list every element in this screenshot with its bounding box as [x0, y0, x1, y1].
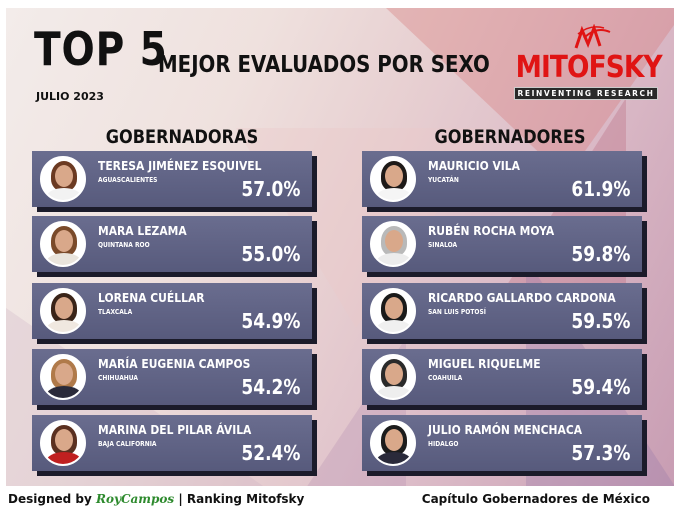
gobernadores-heading: GOBERNADORES — [434, 126, 586, 148]
logo-wordmark: MITOFSKY — [515, 50, 663, 85]
governor-state: SAN LUIS POTOSÍ — [428, 308, 486, 316]
governor-card: MARA LEZAMA QUINTANA ROO 55.0% — [32, 216, 312, 272]
governor-state: HIDALGO — [428, 440, 459, 448]
portrait-avatar — [40, 420, 86, 466]
portrait-avatar — [370, 420, 416, 466]
governor-name: MIGUEL RIQUELME — [428, 356, 541, 371]
gobernadoras-heading: GOBERNADORAS — [105, 126, 259, 148]
approval-percentage: 59.4% — [571, 375, 630, 399]
background-facet — [486, 98, 626, 318]
ranking-label: | Ranking Mitofsky — [178, 492, 305, 506]
portrait-avatar — [40, 354, 86, 400]
governor-card: JULIO RAMÓN MENCHACA HIDALGO 57.3% — [362, 415, 642, 471]
governor-card: MIGUEL RIQUELME COAHUILA 59.4% — [362, 349, 642, 405]
mitofsky-logo: MITOFSKY REINVENTING RESEARCH — [506, 24, 666, 104]
report-date: JULIO 2023 — [36, 90, 104, 103]
governor-card: TERESA JIMÉNEZ ESQUIVEL AGUASCALIENTES 57.… — [32, 151, 312, 207]
governor-state: CHIHUAHUA — [98, 374, 139, 382]
governor-state: YUCATÁN — [428, 176, 459, 184]
approval-percentage: 54.9% — [241, 309, 300, 333]
governor-card: MARINA DEL PILAR ÁVILA BAJA CALIFORNIA 52.… — [32, 415, 312, 471]
approval-percentage: 54.2% — [241, 375, 300, 399]
governor-state: COAHUILA — [428, 374, 463, 382]
footer-credits: Designed by RoyCampos | Ranking Mitofsky — [8, 492, 304, 506]
governor-name: MAURICIO VILA — [428, 158, 520, 173]
approval-percentage: 59.8% — [571, 242, 630, 266]
designer-signature: RoyCampos — [96, 492, 175, 506]
governor-card: RUBÉN ROCHA MOYA SINALOA 59.8% — [362, 216, 642, 272]
title-top5: TOP 5 — [34, 22, 168, 76]
title-subtitle: MEJOR EVALUADOS POR SEXO — [158, 52, 490, 78]
portrait-avatar — [370, 354, 416, 400]
governor-name: TERESA JIMÉNEZ ESQUIVEL — [98, 158, 262, 173]
governor-name: MARA LEZAMA — [98, 223, 187, 238]
footer-chapter: Capítulo Gobernadores de México — [421, 492, 650, 506]
portrait-avatar — [370, 156, 416, 202]
governor-name: MARÍA EUGENIA CAMPOS — [98, 356, 251, 371]
governor-state: BAJA CALIFORNIA — [98, 440, 157, 448]
governor-state: SINALOA — [428, 241, 458, 249]
portrait-avatar — [40, 288, 86, 334]
governor-name: MARINA DEL PILAR ÁVILA — [98, 422, 252, 437]
governor-name: RUBÉN ROCHA MOYA — [428, 223, 555, 238]
approval-percentage: 57.0% — [241, 177, 300, 201]
governor-state: AGUASCALIENTES — [98, 176, 158, 184]
governor-name: RICARDO GALLARDO CARDONA — [428, 290, 616, 305]
governor-name: JULIO RAMÓN MENCHACA — [428, 422, 583, 437]
governor-card: MAURICIO VILA YUCATÁN 61.9% — [362, 151, 642, 207]
approval-percentage: 61.9% — [571, 177, 630, 201]
governor-card: RICARDO GALLARDO CARDONA SAN LUIS POTOSÍ 5… — [362, 283, 642, 339]
approval-percentage: 52.4% — [241, 441, 300, 465]
portrait-avatar — [370, 288, 416, 334]
footer: Designed by RoyCampos | Ranking Mitofsky… — [0, 486, 680, 516]
infographic-background: TOP 5 MEJOR EVALUADOS POR SEXO JULIO 202… — [6, 8, 674, 486]
governor-state: TLAXCALA — [98, 308, 133, 316]
portrait-avatar — [40, 221, 86, 267]
governor-name: LORENA CUÉLLAR — [98, 290, 205, 305]
designed-by-label: Designed by — [8, 492, 92, 506]
logo-tagline: REINVENTING RESEARCH — [514, 87, 658, 100]
governor-card: MARÍA EUGENIA CAMPOS CHIHUAHUA 54.2% — [32, 349, 312, 405]
approval-percentage: 57.3% — [571, 441, 630, 465]
approval-percentage: 55.0% — [241, 242, 300, 266]
governor-state: QUINTANA ROO — [98, 241, 150, 249]
logo-emblem-icon — [574, 24, 611, 49]
portrait-avatar — [40, 156, 86, 202]
governor-card: LORENA CUÉLLAR TLAXCALA 54.9% — [32, 283, 312, 339]
portrait-avatar — [370, 221, 416, 267]
approval-percentage: 59.5% — [571, 309, 630, 333]
